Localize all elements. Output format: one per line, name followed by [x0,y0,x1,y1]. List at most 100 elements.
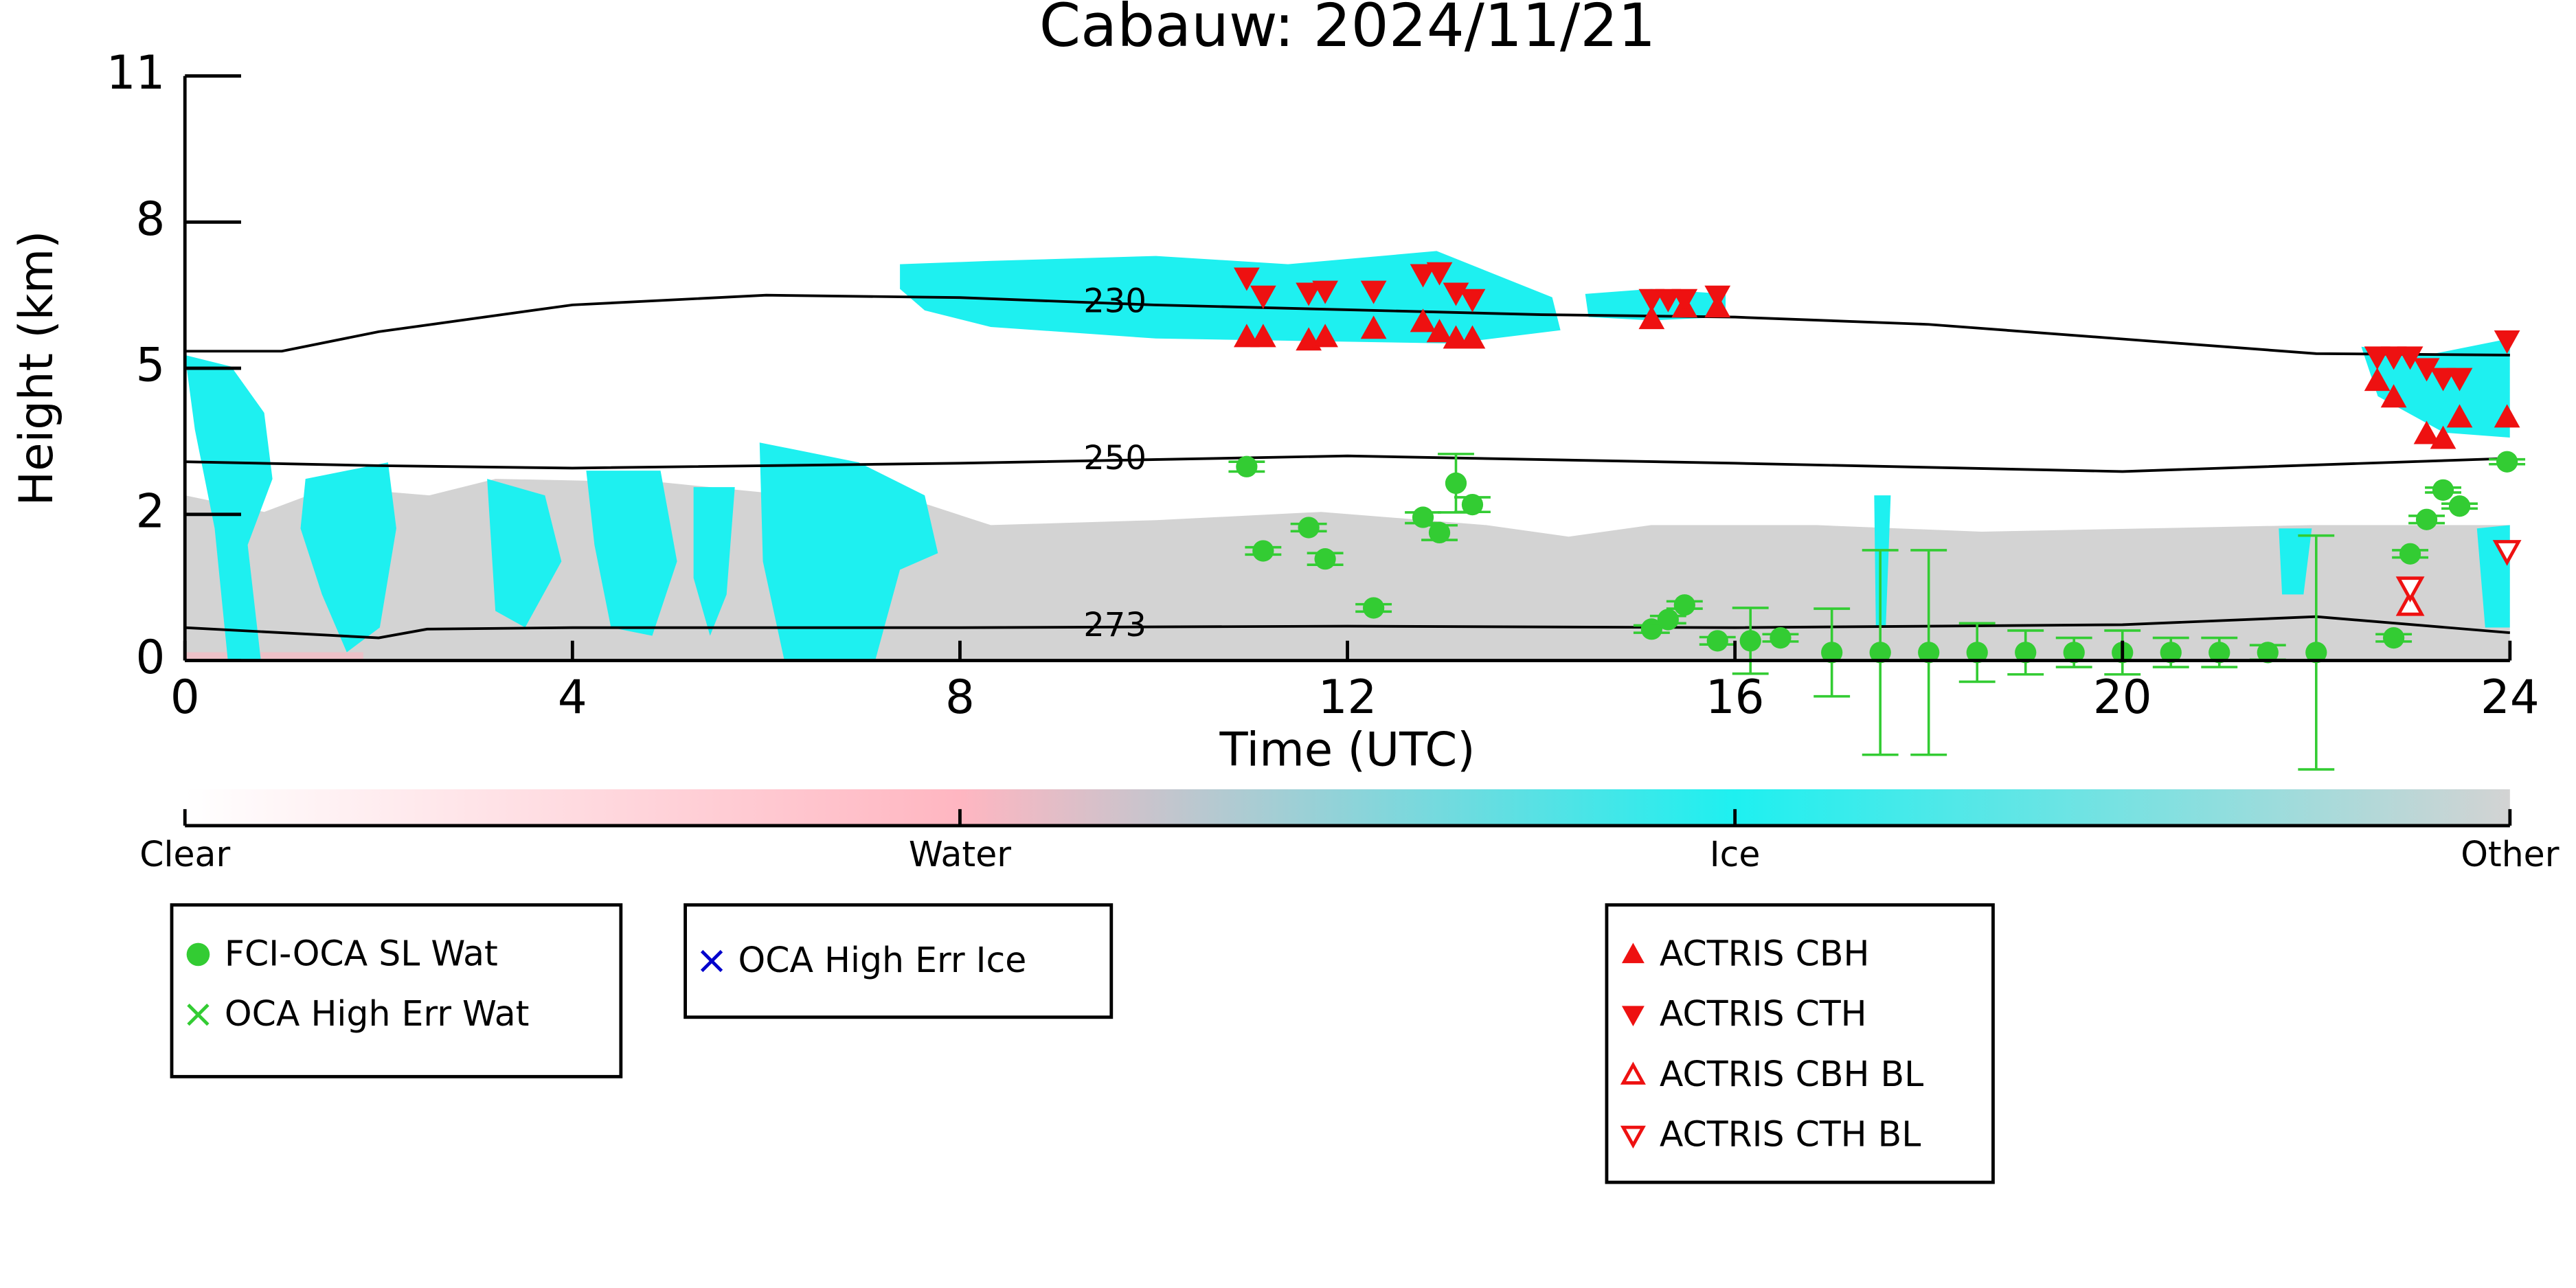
y-axis-label: Height (km) [10,231,63,506]
point [1234,267,1260,291]
point [1428,521,1451,544]
point [1620,1125,1646,1149]
point [1739,630,1761,652]
point [1821,642,1843,664]
point [2380,384,2407,408]
x-tick-label: 8 [945,670,975,724]
point [2399,543,2421,565]
point [187,1004,210,1026]
point [1459,325,1486,349]
legend-box [683,903,1114,1019]
point [1426,319,1453,343]
legend-label: FCI-OCA SL Wat [225,933,498,973]
contour-label: 230 [1083,282,1146,321]
legend-label: ACTRIS CTH BL [1660,1114,1921,1155]
point [1443,325,1469,349]
point [1966,642,1988,664]
point [2380,346,2407,370]
point [1657,609,1679,631]
x-tick-label: 20 [2093,670,2152,724]
legend-box [170,903,623,1078]
contour-line [185,454,2510,473]
marks [1228,262,2526,771]
contour-label: 250 [1083,439,1146,477]
colorbar-label: Other [2461,834,2560,874]
point [2395,589,2425,616]
point [1621,942,1645,964]
contour-line [185,293,2510,357]
point [2208,642,2230,664]
y-tick-label: 2 [136,484,166,538]
point [2257,642,2279,664]
y-tick-label: 5 [136,339,166,392]
legend: FCI-OCA SL Wat OCA High Err Wat OCA High E… [186,933,1923,1155]
point [1360,315,1387,339]
x-tick-label: 24 [2481,670,2540,724]
contour-line [185,615,2511,640]
point [2364,346,2391,370]
legend-label: ACTRIS CBH BL [1660,1054,1923,1094]
point [2446,368,2473,392]
x-tick-label: 0 [170,670,200,724]
legend-label: ACTRIS CTH [1660,993,1867,1034]
x-tick-label: 12 [1318,670,1377,724]
point [1312,280,1338,304]
contour-label: 273 [1083,606,1146,644]
point [2430,425,2456,449]
legend-label: ACTRIS CBH [1660,933,1870,973]
point [1671,289,1698,313]
point [1770,626,1792,649]
contours: 230 250 273 [185,282,2511,644]
point [2413,420,2440,444]
point [1360,280,1387,304]
point [1412,506,1434,528]
point [1250,285,1276,309]
point [1234,324,1260,348]
legend-label: OCA High Err Ice [738,940,1027,980]
colorbar-label: Water [909,834,1011,874]
point [2415,508,2438,530]
point [1298,517,1320,539]
x-tick-label: 4 [558,670,587,724]
point [1706,630,1728,652]
point [1461,493,1484,516]
point [186,942,210,967]
point [2432,479,2454,501]
point [2395,576,2425,602]
x-tick-label: 16 [1706,670,1765,724]
y-tick-label: 0 [136,631,166,684]
point [2364,368,2391,392]
legend-box [1605,903,1995,1184]
chart-title: Cabauw: 2024/11/21 [1039,0,1656,60]
point [1312,324,1338,348]
colorbar [185,789,2510,826]
point [2063,642,2085,664]
point [2305,642,2327,664]
legend-label: OCA High Err Wat [225,993,529,1034]
point [700,949,723,973]
point [2494,404,2520,428]
point [1655,289,1682,313]
point [1250,324,1276,348]
point [2430,368,2456,392]
point [1443,282,1469,306]
point [2492,540,2522,566]
colorbar-label: Ice [1710,834,1761,874]
colorbar-label: Clear [139,834,230,874]
point [1704,285,1731,309]
point [1459,289,1486,313]
y-tick-label: 8 [136,192,166,246]
point [1296,282,1322,306]
point [2397,346,2424,370]
point [1918,642,1940,664]
point [1673,594,1695,616]
point [1252,540,1274,562]
point [1620,1061,1646,1085]
x-axis-label: Time (UTC) [1219,723,1476,777]
point [2160,642,2182,664]
point [2494,330,2520,354]
point [1314,548,1336,570]
point [1410,308,1436,332]
